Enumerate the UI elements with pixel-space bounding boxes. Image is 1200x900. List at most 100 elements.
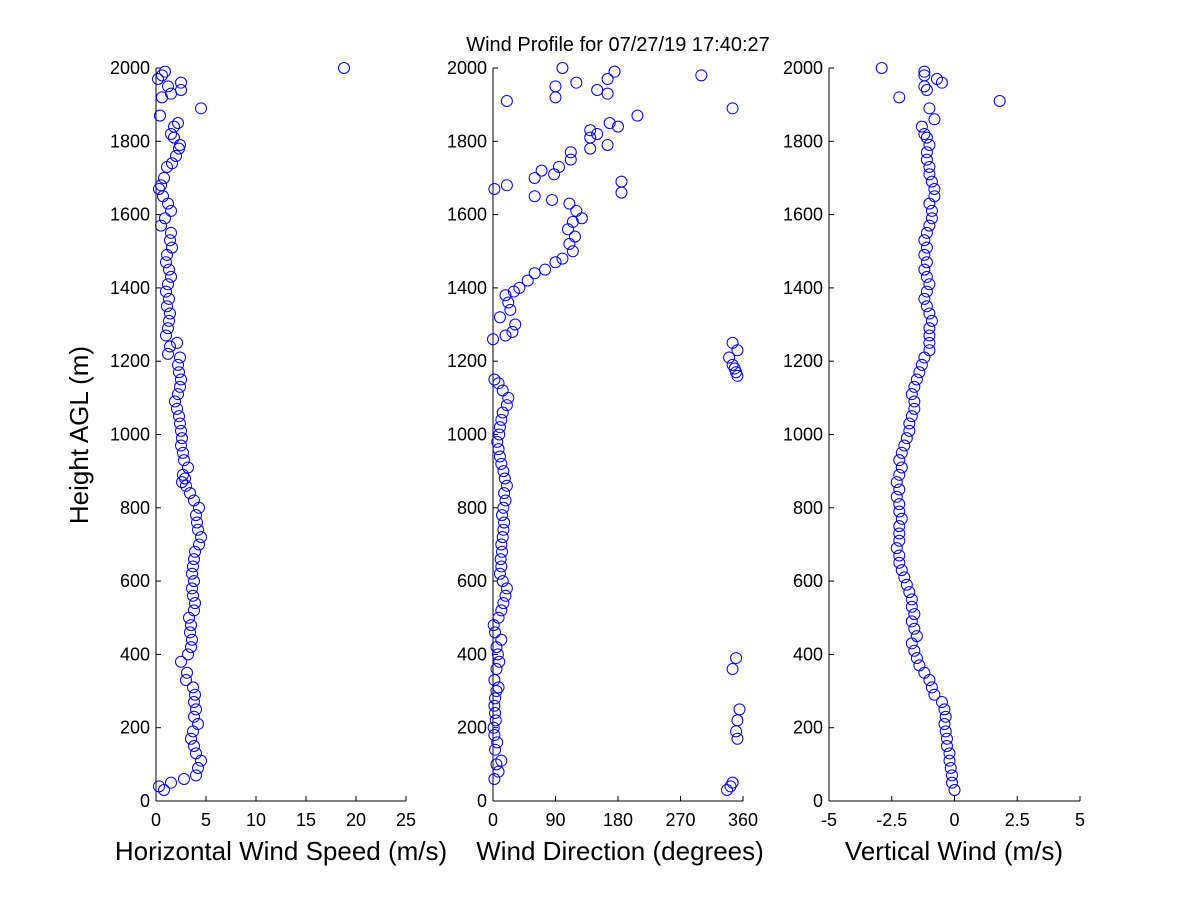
direction-point (494, 553, 507, 566)
speed-point (165, 776, 177, 789)
vertical-ytick-label: 200 (793, 718, 823, 738)
vertical-point (893, 534, 906, 547)
vertical-point (920, 226, 933, 239)
vertical-point (893, 454, 906, 467)
vertical-point (928, 190, 941, 203)
vertical-point (895, 564, 908, 577)
vertical-point (923, 278, 936, 291)
speed-xtick-label: 5 (201, 810, 211, 830)
speed-point (168, 120, 180, 133)
direction-xtick-label: 0 (488, 810, 498, 830)
vertical-point (898, 571, 911, 584)
speed-xtick-label: 20 (346, 810, 366, 830)
direction-x-label: Wind Direction (degrees) (476, 836, 764, 866)
direction-point (724, 780, 737, 793)
vertical-point (920, 146, 933, 159)
direction-point (612, 120, 624, 133)
speed-point (175, 373, 187, 386)
direction-ytick-label: 1000 (447, 425, 487, 445)
vertical-point (918, 80, 931, 93)
speed-point (174, 417, 186, 430)
vertical-point (928, 113, 941, 126)
speed-point (188, 604, 200, 617)
direction-point (495, 633, 508, 646)
vertical-point (898, 439, 911, 452)
vertical-panel: 0 200 400 600 800 1000 1200 1400 1600 1800 2000 -5… (783, 58, 1085, 866)
vertical-ytick-label: 1200 (783, 351, 823, 371)
vertical-point (893, 498, 906, 511)
vertical-point (920, 285, 933, 298)
vertical-point (908, 395, 921, 408)
speed-point (188, 575, 200, 588)
vertical-point (920, 83, 933, 96)
direction-point (695, 69, 708, 82)
vertical-point (895, 446, 908, 459)
vertical-point (903, 417, 916, 430)
direction-point (495, 538, 508, 551)
speed-point (191, 516, 203, 529)
direction-ytick-label: 0 (477, 791, 487, 811)
vertical-point (944, 762, 957, 775)
vertical-point (913, 659, 926, 672)
speed-point (178, 454, 190, 467)
direction-point (549, 80, 562, 93)
direction-xtick-label: 270 (665, 810, 695, 830)
direction-point (513, 281, 526, 294)
direction-y-ticks: 0 200 400 600 800 1000 1200 1400 1600 1800 2000 (447, 58, 498, 811)
vertical-point (893, 549, 906, 562)
speed-point (193, 538, 205, 551)
speed-point (173, 142, 185, 155)
direction-point (497, 597, 510, 610)
speed-point (185, 619, 197, 632)
vertical-point (908, 644, 921, 657)
direction-point (495, 754, 508, 767)
vertical-point (913, 366, 926, 379)
direction-point (726, 663, 739, 676)
vertical-point (920, 131, 933, 144)
speed-point (185, 641, 197, 654)
direction-point (528, 171, 541, 184)
vertical-point (918, 666, 931, 679)
speed-point (186, 633, 198, 646)
direction-point (733, 703, 746, 716)
speed-point (172, 388, 184, 401)
vertical-xtick-label: -5 (821, 810, 837, 830)
direction-point (493, 450, 506, 463)
vertical-point (890, 476, 903, 489)
direction-point (549, 256, 562, 269)
direction-point (509, 318, 522, 331)
vertical-point (915, 358, 928, 371)
speed-y-label: Height AGL (m) (64, 346, 94, 524)
speed-point (176, 432, 188, 445)
direction-point (496, 384, 509, 397)
vertical-point (948, 784, 961, 797)
direction-point (496, 509, 509, 522)
vertical-point (903, 586, 916, 599)
speed-ytick-label: 400 (120, 644, 150, 664)
direction-panel: 0 200 400 600 800 1000 1200 1400 1600 1800 2000 0 9… (447, 58, 764, 866)
vertical-ytick-label: 0 (813, 791, 823, 811)
speed-point (156, 69, 168, 82)
speed-point (174, 380, 186, 393)
direction-point (491, 435, 504, 448)
vertical-point (923, 219, 936, 232)
direction-point (570, 204, 583, 217)
vertical-point (925, 314, 938, 327)
speed-point (161, 300, 173, 313)
speed-point (171, 336, 183, 349)
direction-point (631, 109, 644, 122)
direction-point (730, 652, 743, 665)
speed-point (170, 149, 182, 162)
direction-point (487, 721, 500, 734)
direction-point (493, 421, 506, 434)
speed-point (165, 87, 177, 100)
speed-point (195, 754, 207, 767)
vertical-point (943, 754, 956, 767)
vertical-point (923, 160, 936, 173)
speed-point (172, 116, 184, 129)
vertical-point (893, 483, 906, 496)
direction-point (575, 212, 588, 225)
speed-point (164, 307, 176, 320)
speed-point (195, 102, 207, 115)
speed-point (153, 780, 165, 793)
